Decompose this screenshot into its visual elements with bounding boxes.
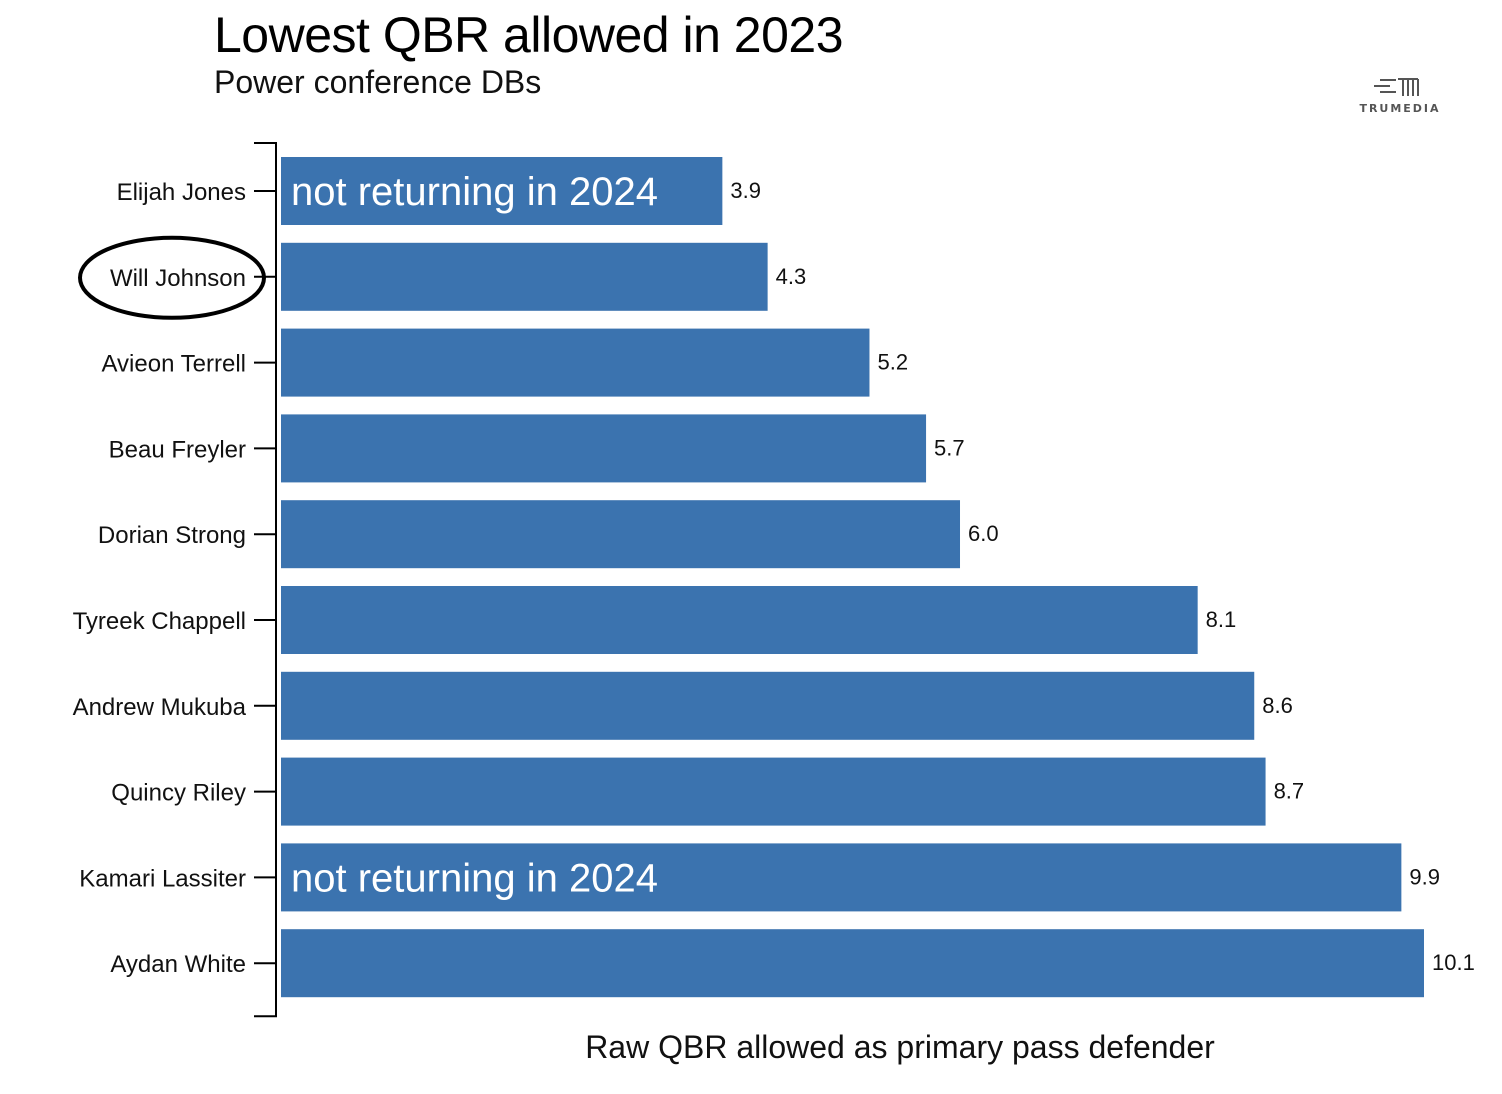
y-tick-label-will-johnson: Will Johnson	[110, 265, 246, 292]
annotation-elijah-jones: not returning in 2024	[291, 170, 658, 214]
y-tick-label-elijah-jones: Elijah Jones	[117, 179, 246, 206]
trumedia-mark-icon	[1374, 78, 1419, 96]
y-tick-label-andrew-mukuba: Andrew Mukuba	[73, 694, 247, 721]
value-label-aydan-white: 10.1	[1432, 950, 1475, 975]
y-tick-label-beau-freyler: Beau Freyler	[109, 436, 246, 463]
value-label-elijah-jones: 3.9	[730, 178, 761, 203]
y-tick-label-tyreek-chappell: Tyreek Chappell	[73, 608, 246, 635]
annotation-kamari-lassiter: not returning in 2024	[291, 856, 658, 900]
value-label-avieon-terrell: 5.2	[877, 350, 908, 375]
value-label-beau-freyler: 5.7	[934, 435, 965, 460]
value-label-dorian-strong: 6.0	[968, 521, 999, 546]
chart-subtitle: Power conference DBs	[214, 64, 542, 100]
bar-beau-freyler	[281, 414, 927, 483]
y-tick-label-dorian-strong: Dorian Strong	[98, 522, 246, 549]
y-tick-label-kamari-lassiter: Kamari Lassiter	[79, 865, 246, 892]
bar-elijah-jones	[281, 157, 723, 225]
bars: 3.9 4.3 5.2 5.7 6.0 8.1 8.6 8.7 9.9 10.1 not retur…	[281, 157, 1475, 998]
y-axis: Elijah Jones Will Johnson Avieon Terrell Be…	[73, 142, 277, 1018]
bar-kamari-lassiter	[281, 843, 1402, 912]
logo-text: TRUMEDIA	[1359, 102, 1441, 115]
y-tick-label-avieon-terrell: Avieon Terrell	[101, 351, 246, 378]
value-label-quincy-riley: 8.7	[1274, 779, 1305, 804]
bar-aydan-white	[281, 929, 1424, 998]
y-tick-label-quincy-riley: Quincy Riley	[111, 780, 246, 807]
highlight-circle	[78, 235, 266, 320]
bar-avieon-terrell	[281, 328, 870, 397]
value-label-tyreek-chappell: 8.1	[1206, 607, 1237, 632]
value-label-will-johnson: 4.3	[776, 264, 807, 289]
y-tick-label-aydan-white: Aydan White	[110, 951, 246, 978]
x-axis-label: Raw QBR allowed as primary pass defender	[585, 1029, 1215, 1065]
bar-quincy-riley	[281, 757, 1266, 826]
value-label-andrew-mukuba: 8.6	[1262, 693, 1293, 718]
bar-tyreek-chappell	[281, 586, 1198, 654]
bar-dorian-strong	[281, 500, 961, 569]
trumedia-logo: TRUMEDIA	[1350, 74, 1450, 122]
bar-andrew-mukuba	[281, 671, 1255, 740]
bar-will-johnson	[281, 242, 768, 311]
value-label-kamari-lassiter: 9.9	[1409, 864, 1440, 889]
chart-title: Lowest QBR allowed in 2023	[214, 7, 844, 63]
